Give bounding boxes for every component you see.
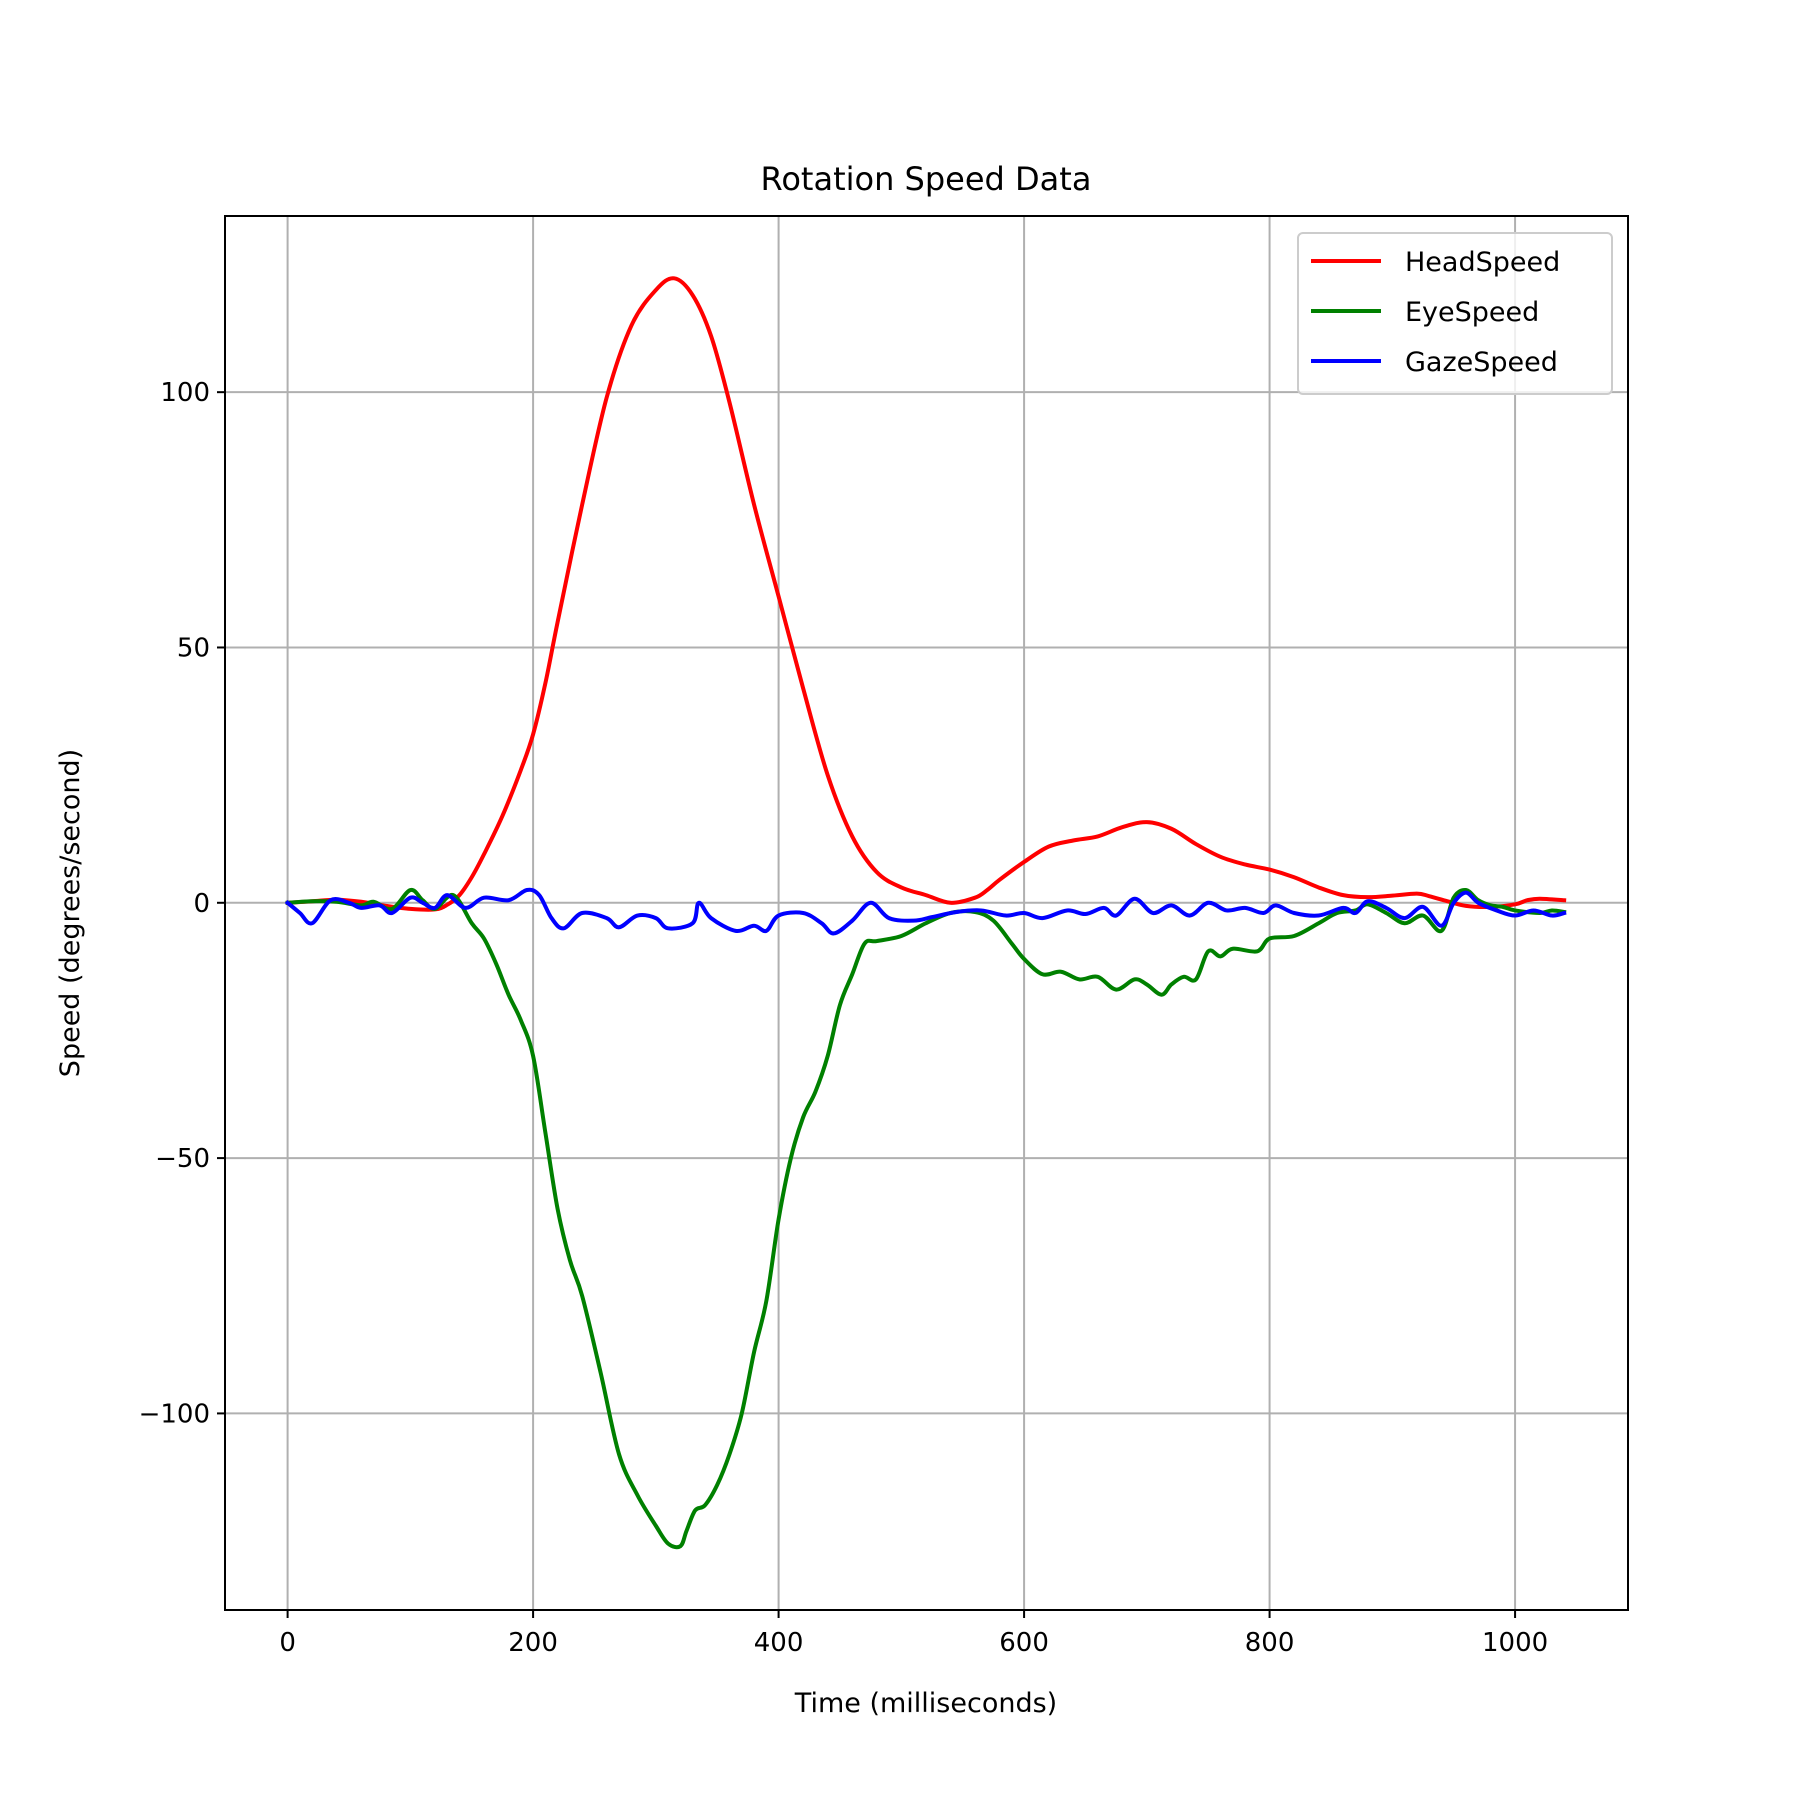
legend-label-headspeed: HeadSpeed [1405,247,1560,278]
series-lines [284,276,1567,1550]
legend-label-eyespeed: EyeSpeed [1405,297,1539,328]
y-axis-ticks: −100 −50 0 50 100 [139,378,225,1429]
x-axis-ticks: 0 200 400 600 800 1000 [279,1610,1548,1658]
y-tick-label: 0 [193,889,210,919]
y-tick-label: −50 [155,1144,210,1174]
legend-label-gazespeed: GazeSpeed [1405,347,1558,378]
legend-box [1297,232,1613,395]
y-tick-label: −100 [139,1399,210,1429]
x-tick-label: 600 [999,1628,1049,1658]
y-axis-label: Speed (degrees/second) [55,749,86,1077]
series-line-eyespeed [285,887,1567,1550]
plot-frame [224,215,1629,1611]
x-tick-label: 400 [754,1628,804,1658]
legend: HeadSpeed EyeSpeed GazeSpeed [1297,232,1613,395]
x-tick-label: 1000 [1482,1628,1548,1658]
y-tick-label: 50 [177,633,210,663]
chart-title: Rotation Speed Data [761,160,1092,198]
series-line-headspeed [285,276,1567,912]
plot-background [225,216,1628,1610]
x-tick-label: 0 [279,1628,296,1658]
x-axis-label: Time (milliseconds) [794,1688,1057,1719]
x-tick-label: 200 [508,1628,558,1658]
series-line-gazespeed [284,887,1567,936]
y-tick-label: 100 [160,378,210,408]
x-tick-label: 800 [1245,1628,1295,1658]
